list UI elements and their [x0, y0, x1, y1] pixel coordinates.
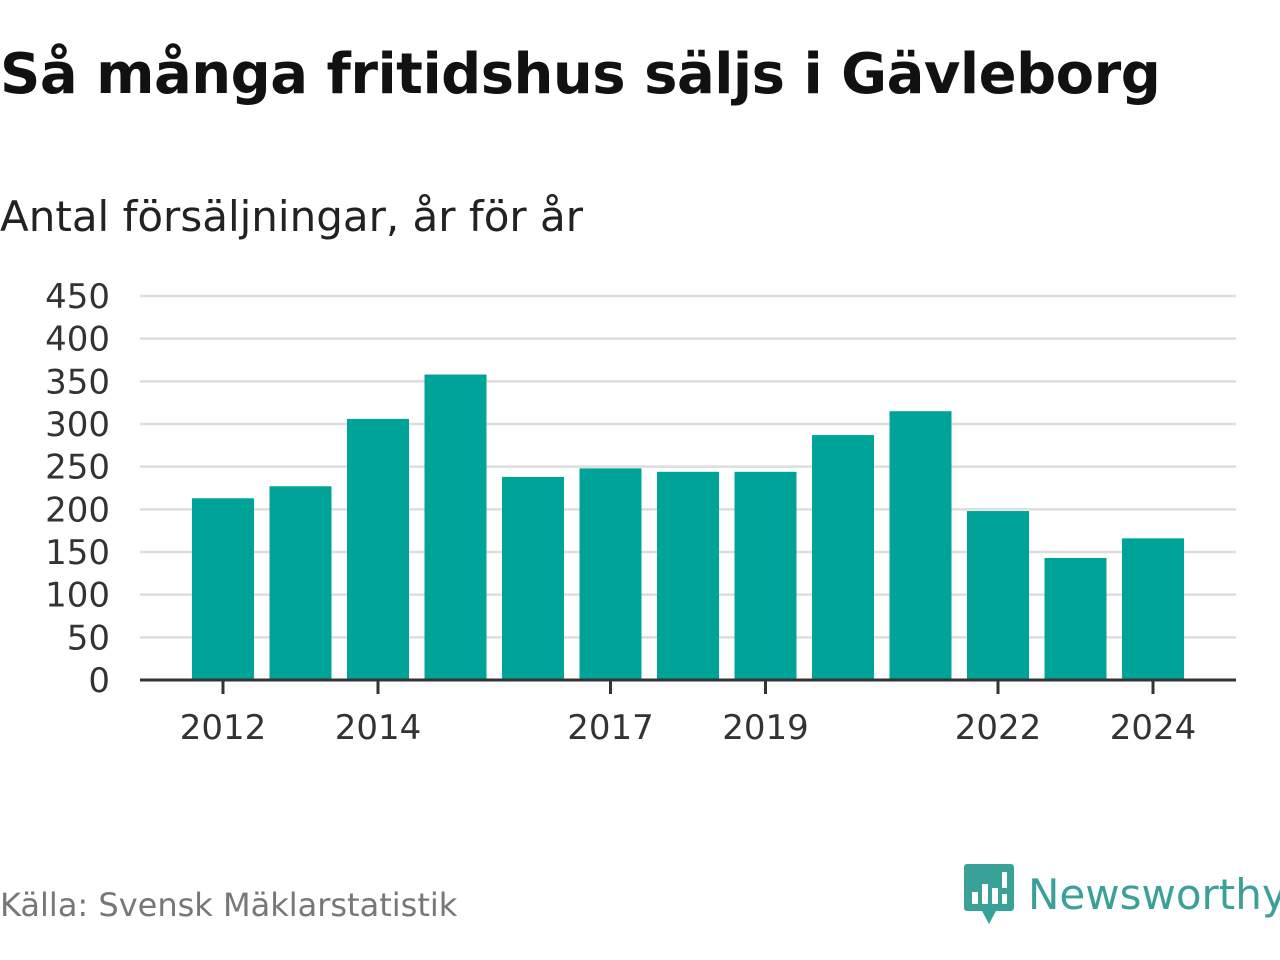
y-tick-label: 300	[45, 405, 110, 445]
source-note: Källa: Svensk Mäklarstatistik	[0, 886, 458, 924]
y-tick-label: 0	[88, 661, 110, 701]
y-tick-label: 150	[45, 533, 110, 573]
brand-name: Newsworthy	[1028, 869, 1280, 919]
chart-title: Så många fritidshus säljs i Gävleborg	[0, 42, 1161, 107]
x-axis: 2012 2014 2017 2019 2022 2024	[140, 678, 1236, 748]
y-tick-label: 100	[45, 576, 110, 616]
x-tick-label: 2014	[335, 708, 422, 748]
bar-2014	[347, 418, 409, 680]
bar-2018	[657, 471, 719, 680]
y-tick-label: 350	[45, 362, 110, 402]
bar-2013	[269, 486, 332, 680]
bar-2024	[1122, 538, 1184, 680]
y-tick-label: 200	[45, 490, 110, 530]
bar-2019	[734, 471, 797, 680]
x-tick-label: 2022	[955, 708, 1042, 748]
y-tick-label: 50	[67, 618, 110, 658]
bar-2012	[192, 498, 254, 680]
brand-logo: Newsworthy	[964, 864, 1280, 924]
y-tick-label: 250	[45, 448, 110, 488]
bar-chart-speech-bubble-icon	[964, 864, 1014, 924]
bar-2015	[424, 374, 487, 680]
bars	[192, 374, 1184, 680]
x-tick-label: 2019	[722, 708, 809, 748]
chart-subtitle: Antal försäljningar, år för år	[0, 192, 584, 241]
bar-2017	[579, 468, 642, 680]
bar-2023	[1044, 557, 1107, 680]
bar-2016	[502, 476, 564, 680]
x-tick-label: 2024	[1110, 708, 1197, 748]
y-tick-label: 450	[45, 277, 110, 317]
x-tick-label: 2017	[567, 708, 654, 748]
y-tick-label: 400	[45, 320, 110, 360]
bar-2020	[812, 435, 874, 680]
x-tick-label: 2012	[180, 708, 267, 748]
bar-2021	[889, 411, 952, 680]
bar-2022	[967, 511, 1029, 680]
